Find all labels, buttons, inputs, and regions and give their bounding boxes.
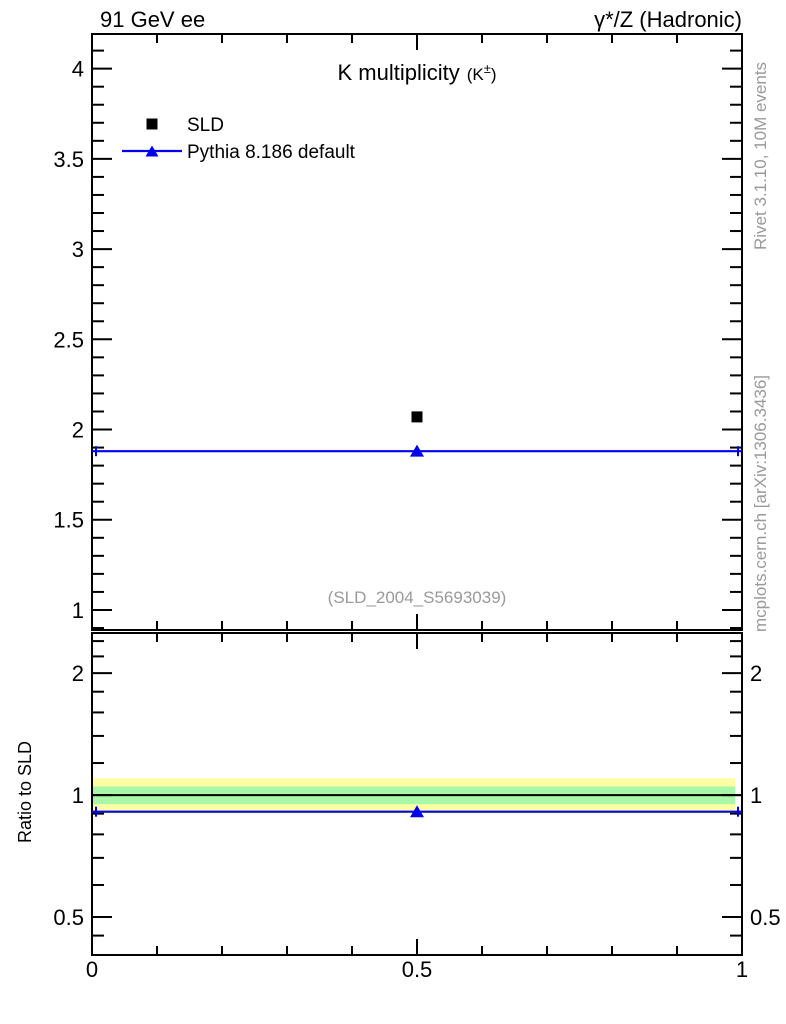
legend-marker-sld-square (146, 118, 158, 130)
legend: SLD Pythia 8.186 default (122, 115, 356, 163)
ratio-y-tick-label-right: 2 (750, 661, 762, 686)
main-y-tick-label: 3 (72, 237, 84, 262)
x-tick-label: 0.5 (402, 957, 433, 982)
plot-title-superscript: ± (484, 61, 491, 76)
main-y-tick-label: 1.5 (53, 508, 84, 533)
sld-data-point-square (411, 411, 423, 423)
rivet-version-note: Rivet 3.1.10, 10M events (751, 62, 770, 250)
ratio-y-tick-label-left: 0.5 (53, 905, 84, 930)
ratio-y-tick-label-right: 1 (750, 783, 762, 808)
analysis-id-watermark: (SLD_2004_S5693039) (328, 588, 507, 607)
pythia-main-triangle-marker (410, 444, 424, 457)
main-y-tick-label: 3.5 (53, 147, 84, 172)
ratio-axis-label: Ratio to SLD (15, 741, 35, 843)
plot-title-close: ) (491, 65, 497, 84)
plot-title-paren: (K (467, 65, 485, 84)
x-tick-label: 0 (86, 957, 98, 982)
ratio-y-tick-label-right: 0.5 (750, 905, 781, 930)
legend-label-pythia: Pythia 8.186 default (187, 142, 356, 163)
chart-generated-over (92, 411, 742, 818)
mcplots-arxiv-note: mcplots.cern.ch [arXiv:1306.3436] (751, 375, 770, 632)
main-y-tick-label: 2 (72, 418, 84, 443)
main-y-tick-label: 1 (72, 598, 84, 623)
ratio-y-tick-label-left: 2 (72, 661, 84, 686)
main-y-tick-label: 4 (72, 57, 84, 82)
main-y-tick-label: 2.5 (53, 327, 84, 352)
plot-title-main: K multiplicity (337, 60, 459, 85)
x-tick-label: 1 (736, 957, 748, 982)
pythia-ratio-triangle-marker (410, 805, 424, 818)
legend-marker-pythia-triangle (145, 145, 159, 157)
ratio-y-tick-label-left: 1 (72, 783, 84, 808)
plot-title: K multiplicity (K±) (337, 60, 496, 85)
header-beam-energy: 91 GeV ee (100, 7, 205, 32)
legend-label-sld: SLD (187, 115, 224, 136)
chart-generated-under: 1 1.5 2 2.5 3 3.5 4 0.5 0.5 1 1 2 2 0 0.5 1 (53, 33, 781, 982)
header-process: γ*/Z (Hadronic) (594, 7, 742, 32)
